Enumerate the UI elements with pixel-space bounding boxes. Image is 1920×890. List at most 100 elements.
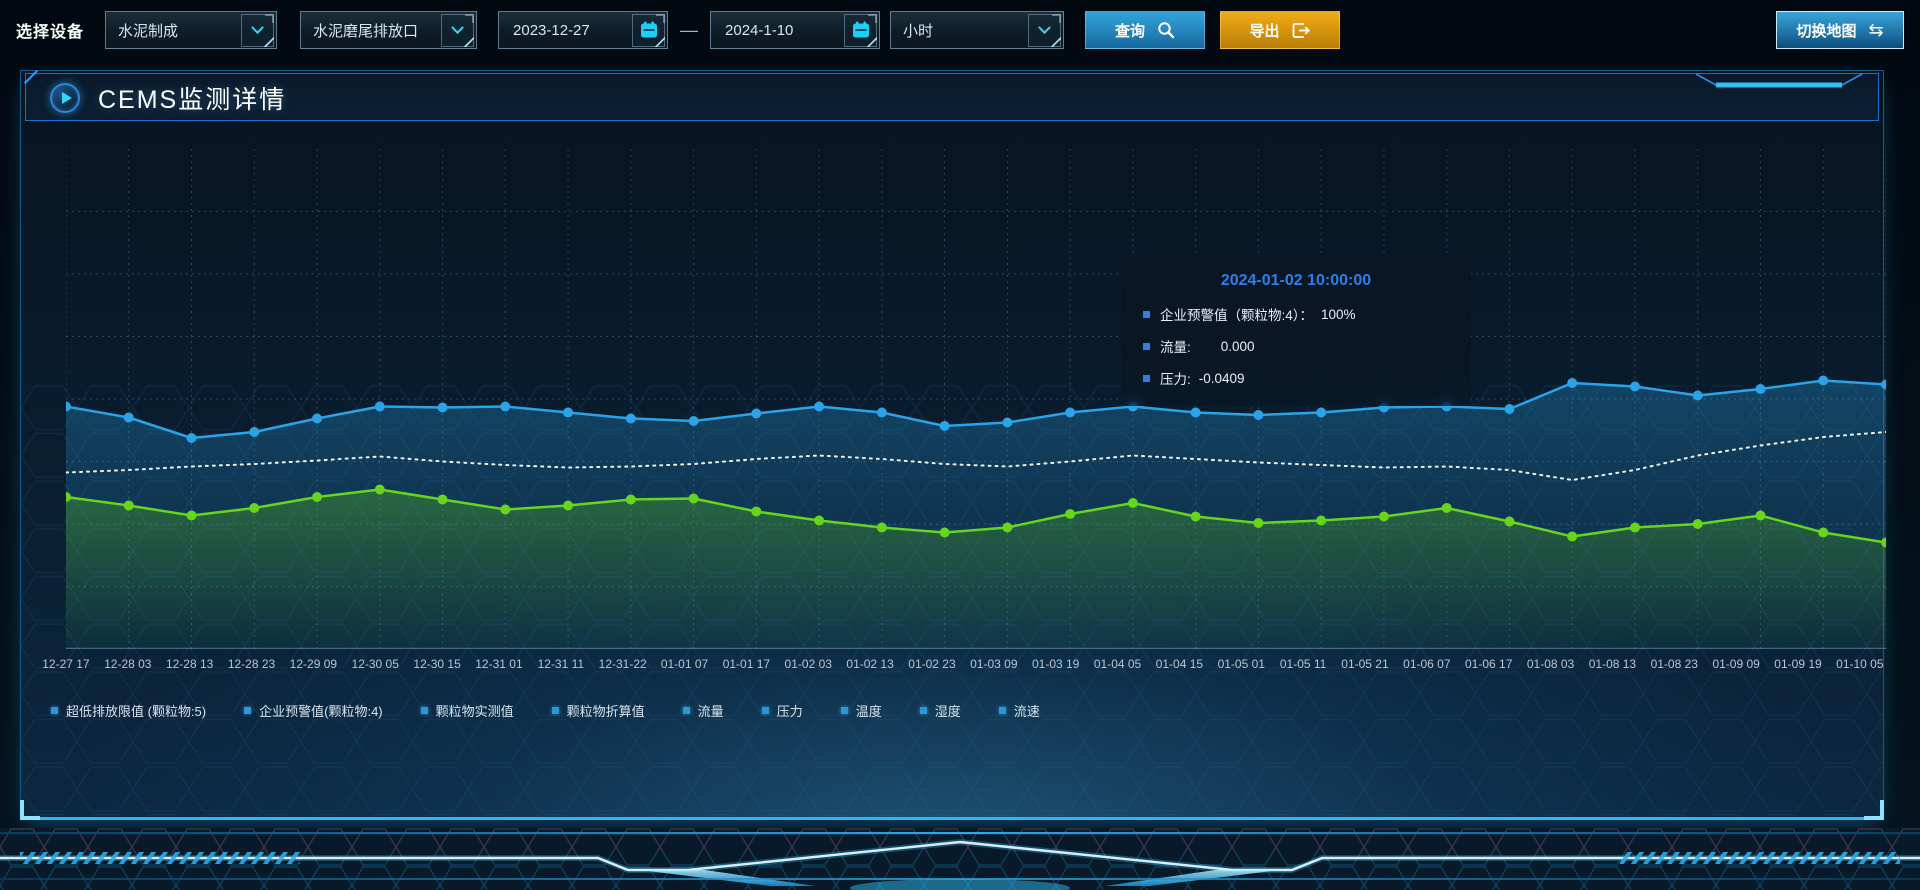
chart-tooltip: 2024-01-02 10:00:00 企业预警值（颗粒物:4）： 100% 流量:… bbox=[1121, 256, 1471, 406]
x-axis-label: 01-03 19 bbox=[1031, 657, 1080, 671]
x-axis-label: 01-06 17 bbox=[1465, 657, 1513, 671]
x-axis-label: 01-04 15 bbox=[1155, 657, 1204, 671]
x-axis-label: 01-09 09 bbox=[1712, 657, 1760, 671]
interval-select-chevron-box[interactable] bbox=[1028, 13, 1062, 47]
tooltip-timestamp: 2024-01-02 10:00:00 bbox=[1220, 272, 1372, 289]
x-axis-label: 12-31 01 bbox=[475, 657, 523, 671]
footer-decoration bbox=[0, 828, 1920, 890]
legend-item[interactable]: 颗粒物实测值 bbox=[420, 701, 514, 720]
x-axis-label: 12-31 11 bbox=[537, 657, 585, 671]
legend-label: 湿度 bbox=[934, 704, 961, 719]
legend-label: 超低排放限值 (颗粒物:5) bbox=[66, 704, 207, 719]
outlet-select-value: 水泥磨尾排放口 bbox=[313, 22, 419, 40]
x-axis-label: 12-28 23 bbox=[227, 657, 276, 671]
cems-detail-panel: CEMS监测详情 12-27 17 12-28 03 12-28 13 12-28 2… bbox=[20, 69, 1886, 820]
legend-item[interactable]: 压力 bbox=[761, 701, 803, 720]
panel-header: CEMS监测详情 bbox=[23, 69, 1879, 121]
chevron-down-icon bbox=[1038, 20, 1051, 34]
legend-label: 流量 bbox=[697, 704, 724, 719]
chevron-down-icon bbox=[451, 20, 464, 34]
legend-label: 温度 bbox=[855, 704, 882, 719]
device-select[interactable]: 水泥制成 bbox=[105, 11, 278, 49]
legend-marker bbox=[682, 707, 690, 714]
x-axis-label: 01-08 13 bbox=[1588, 657, 1637, 671]
series-marker-icon bbox=[1143, 342, 1150, 350]
interval-select[interactable]: 小时 bbox=[890, 11, 1065, 49]
export-icon bbox=[1292, 22, 1310, 38]
device-select-chevron-box[interactable] bbox=[241, 13, 275, 47]
export-button[interactable]: 导出 bbox=[1220, 11, 1341, 49]
chevron-down-icon bbox=[251, 20, 264, 34]
tooltip-item: 企业预警值（颗粒物:4）： 100% bbox=[1143, 304, 1449, 324]
x-axis-label: 01-02 03 bbox=[784, 657, 832, 671]
chart-legend: 超低排放限值 (颗粒物:5) 企业预警值(颗粒物:4) 颗粒物实测值 颗粒物折算值 流量… bbox=[51, 701, 1040, 720]
legend-label: 颗粒物折算值 bbox=[566, 704, 645, 719]
interval-select-value: 小时 bbox=[903, 22, 934, 40]
x-axis-label: 12-29 09 bbox=[289, 657, 338, 671]
x-axis-label: 01-04 05 bbox=[1093, 657, 1142, 671]
tooltip-item-value: 100% bbox=[1321, 306, 1356, 322]
series-marker-icon bbox=[1143, 374, 1150, 382]
x-axis-label: 01-01 07 bbox=[660, 657, 709, 671]
tooltip-item-label: 企业预警值（颗粒物:4）： bbox=[1160, 308, 1314, 323]
search-icon bbox=[1158, 22, 1175, 39]
legend-marker bbox=[919, 707, 927, 714]
corner-accent bbox=[23, 69, 39, 85]
x-axis-labels: 12-27 17 12-28 03 12-28 13 12-28 23 12-29 09… bbox=[35, 657, 1891, 671]
start-date-picker[interactable]: 2023-12-27 bbox=[498, 11, 669, 49]
x-axis-label: 01-01 17 bbox=[722, 657, 771, 671]
calendar-icon bbox=[640, 21, 657, 38]
x-axis-label: 12-31-22 bbox=[598, 657, 647, 671]
legend-marker bbox=[244, 707, 252, 714]
date-range-separator: — bbox=[680, 19, 699, 40]
tooltip-item: 压力: -0.0409 bbox=[1143, 368, 1449, 388]
device-label: 选择设备 bbox=[16, 24, 85, 41]
x-axis-label: 01-05 21 bbox=[1341, 657, 1389, 671]
end-date-calendar-box[interactable] bbox=[844, 13, 878, 47]
x-axis-label: 01-08 03 bbox=[1526, 657, 1575, 671]
x-axis-label: 12-27 17 bbox=[42, 657, 90, 671]
legend-marker bbox=[761, 707, 769, 714]
x-axis-label: 01-05 01 bbox=[1217, 657, 1265, 671]
x-axis-label: 01-02 13 bbox=[846, 657, 894, 671]
legend-marker bbox=[51, 707, 58, 714]
device-select-value: 水泥制成 bbox=[118, 22, 179, 40]
outlet-select-chevron-box[interactable] bbox=[441, 13, 475, 47]
top-toolbar: 选择设备 水泥制成 水泥磨尾排放口 2023-12-27 — 2024-1-10 bbox=[0, 0, 1920, 60]
x-axis-label: 01-06 07 bbox=[1403, 657, 1451, 671]
legend-label: 企业预警值(颗粒物:4) bbox=[259, 704, 383, 719]
legend-marker bbox=[551, 707, 559, 714]
legend-item[interactable]: 流量 bbox=[682, 701, 724, 720]
start-date-calendar-box[interactable] bbox=[632, 13, 666, 47]
x-axis-label: 01-08 23 bbox=[1650, 657, 1698, 671]
tooltip-item-value: -0.0409 bbox=[1198, 370, 1245, 386]
x-axis-label: 12-28 03 bbox=[104, 657, 152, 671]
x-axis-label: 01-05 11 bbox=[1279, 657, 1327, 671]
x-axis-label: 01-09 19 bbox=[1774, 657, 1822, 671]
switch-map-button[interactable]: 切换地图 ⇆ bbox=[1776, 11, 1904, 49]
legend-item[interactable]: 流速 bbox=[998, 701, 1040, 720]
cems-line-chart[interactable] bbox=[66, 149, 1886, 649]
page-title: CEMS监测详情 bbox=[98, 86, 287, 114]
legend-item[interactable]: 温度 bbox=[840, 701, 882, 720]
x-axis-label: 01-10 05 bbox=[1836, 657, 1884, 671]
x-axis-label: 12-30 15 bbox=[413, 657, 461, 671]
legend-marker bbox=[840, 707, 848, 714]
play-icon bbox=[50, 83, 80, 113]
legend-item[interactable]: 湿度 bbox=[919, 701, 961, 720]
legend-item[interactable]: 颗粒物折算值 bbox=[551, 701, 645, 720]
end-date-picker[interactable]: 2024-1-10 bbox=[710, 11, 881, 49]
legend-marker bbox=[420, 707, 428, 714]
header-notch-decoration bbox=[1695, 73, 1863, 88]
tooltip-item-value: 0.000 bbox=[1220, 338, 1255, 354]
legend-item[interactable]: 超低排放限值 (颗粒物:5) bbox=[51, 701, 206, 720]
x-axis-label: 01-03 09 bbox=[970, 657, 1018, 671]
query-button[interactable]: 查询 bbox=[1085, 11, 1206, 49]
legend-label: 流速 bbox=[1013, 704, 1040, 719]
legend-item[interactable]: 企业预警值(颗粒物:4) bbox=[244, 701, 383, 720]
export-button-label: 导出 bbox=[1249, 22, 1280, 40]
calendar-icon bbox=[852, 21, 869, 38]
legend-label: 颗粒物实测值 bbox=[435, 704, 514, 719]
outlet-select[interactable]: 水泥磨尾排放口 bbox=[300, 11, 478, 49]
swap-icon: ⇆ bbox=[1868, 19, 1884, 40]
